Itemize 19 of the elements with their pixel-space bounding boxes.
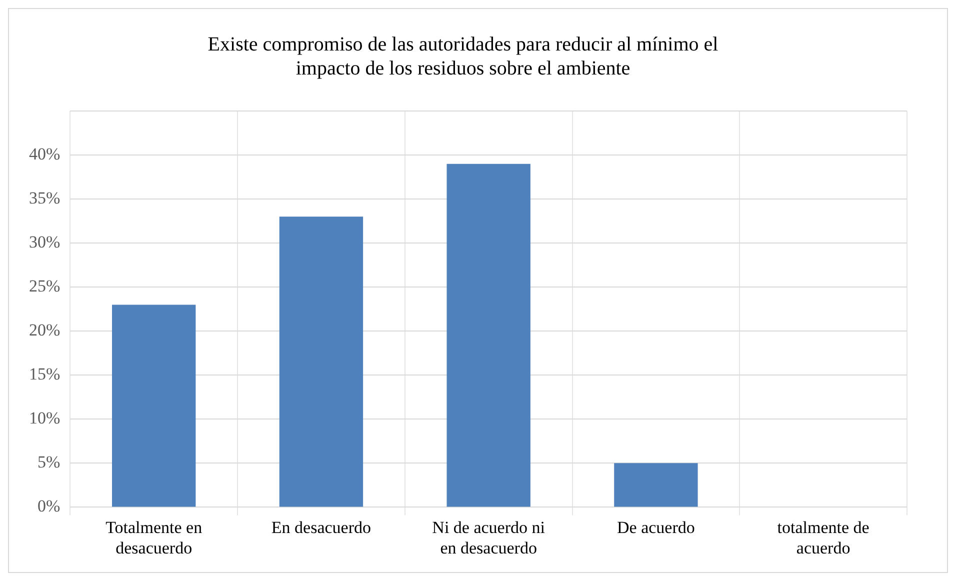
x-tick-label: En desacuerdo [271,518,372,537]
y-tick-label: 35% [28,188,60,208]
bar [446,164,530,507]
y-tick-label: 5% [37,452,60,472]
x-tick-label: Totalmente en desacuerdo [106,518,203,558]
y-tick-label: 15% [28,364,60,384]
y-tick-label: 0% [37,496,60,516]
bar [279,216,364,507]
y-tick-label: 20% [28,320,60,340]
x-tick-label: totalmente de acuerdo [777,518,870,558]
x-tick-label: Ni de acuerdo ni en desacuerdo [432,518,546,558]
bar [614,463,698,507]
chart-title: Existe compromiso de las autoridades para reducir al mínimo el impacto de los residuos sobre el ambiente [208,33,719,80]
x-tick-label: De acuerdo [617,518,695,537]
y-tick-label: 25% [28,276,60,296]
y-tick-label: 30% [28,232,60,252]
bar [112,304,196,507]
y-tick-label: 40% [28,144,60,164]
y-tick-label: 10% [28,408,60,428]
